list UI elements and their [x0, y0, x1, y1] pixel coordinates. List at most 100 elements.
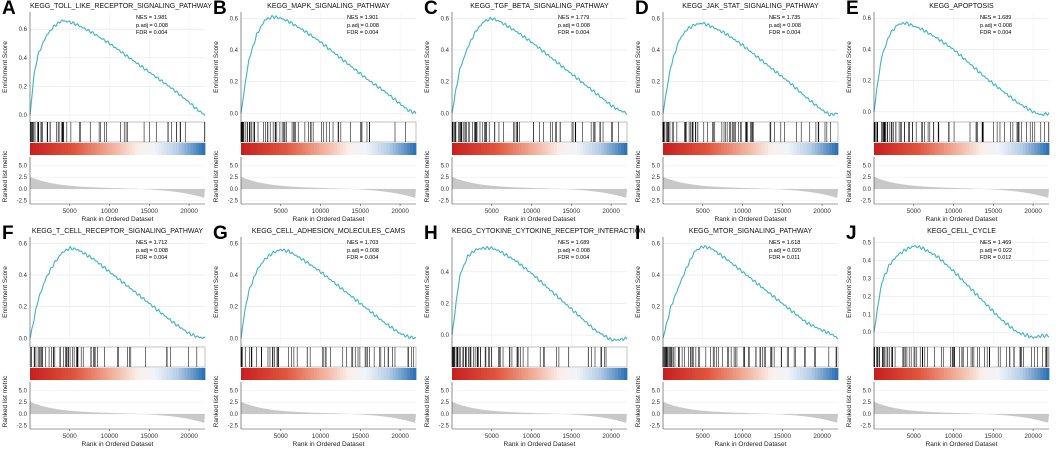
heat-segment	[894, 368, 898, 380]
heat-segment	[580, 143, 584, 155]
heat-segment	[891, 368, 895, 380]
es-tick-label: 0.2	[19, 84, 28, 90]
heat-segment	[615, 368, 619, 380]
stat-fdr: FDR = 0.004	[347, 30, 379, 36]
heat-segment	[510, 143, 514, 155]
heat-segment	[88, 368, 92, 380]
heat-segment	[351, 143, 356, 155]
x-tick-label: 5000	[907, 433, 922, 440]
heat-segment	[59, 143, 63, 155]
heat-segment	[577, 143, 581, 155]
heat-segment	[527, 143, 532, 155]
panel-letter: I	[635, 223, 641, 244]
heat-segment	[765, 368, 769, 380]
heat-segment	[498, 143, 502, 155]
stats-box: NES = 1.779 p.adj = 0.008 FDR = 0.004	[558, 15, 590, 38]
metric-tick-label: 0.0	[230, 187, 239, 193]
heat-segment	[571, 368, 575, 380]
enrichment-curve	[29, 19, 206, 116]
es-tick-label: 0.0	[652, 336, 661, 342]
heat-segment	[800, 368, 804, 380]
heat-segment	[164, 368, 168, 380]
heat-segment	[334, 368, 338, 380]
metric-tick-label: 5.0	[441, 163, 450, 169]
gsea-plot-svg: 0.0 0.2 0.4 0.6 Enrichment Score 5.0 2.5 0.0 -2.…	[2, 12, 206, 223]
heat-segment	[340, 143, 344, 155]
heat-segment	[970, 143, 974, 155]
heat-segment	[823, 368, 827, 380]
heat-segment	[79, 143, 83, 155]
stat-nes: NES = 1.689	[558, 240, 590, 246]
heat-segment	[351, 368, 356, 380]
stats-box: NES = 1.618 p.adj = 0.020 FDR = 0.011	[769, 240, 801, 263]
heat-segment	[680, 368, 684, 380]
es-tick-label: 0.6	[441, 16, 450, 22]
heat-segment	[270, 368, 274, 380]
heat-segment	[990, 143, 994, 155]
pathway-title: KEGG_CYTOKINE_CYTOKINE_RECEPTOR_INTERACT…	[452, 228, 646, 235]
heat-segment	[876, 368, 881, 380]
heat-segment	[698, 368, 702, 380]
heat-segment	[44, 143, 48, 155]
stats-box: NES = 1.901 p.adj = 0.008 FDR = 0.004	[347, 15, 379, 38]
heat-segment	[727, 143, 731, 155]
heat-segment	[360, 143, 364, 155]
x-axis-label: Rank in Ordered Dataset	[82, 216, 154, 223]
heat-segment	[565, 368, 570, 380]
heat-segment	[117, 143, 121, 155]
heat-segment	[753, 368, 757, 380]
pathway-title: KEGG_TOLL_LIKE_RECEPTOR_SIGNALING_PATHWA…	[30, 3, 212, 10]
heat-segment	[797, 143, 801, 155]
heat-segment	[941, 368, 945, 380]
heat-segment	[999, 368, 1003, 380]
heat-segment	[952, 143, 957, 155]
heat-segment	[891, 143, 895, 155]
heat-segment	[469, 143, 473, 155]
heat-segment	[313, 143, 318, 155]
heat-segment	[897, 368, 901, 380]
enrichment-curve	[240, 248, 417, 340]
heat-segment	[190, 143, 194, 155]
heat-segment	[158, 143, 162, 155]
enrichment-curve	[662, 21, 839, 117]
heat-segment	[152, 143, 156, 155]
ranked-metric-area	[874, 401, 1049, 423]
heat-segment	[571, 143, 575, 155]
heat-segment	[914, 368, 919, 380]
es-tick-label: 0.0	[230, 336, 239, 342]
heat-segment	[325, 143, 329, 155]
heat-segment	[1028, 368, 1032, 380]
heat-segment	[1016, 368, 1021, 380]
heat-segment	[829, 143, 833, 155]
stat-nes: NES = 1.618	[769, 240, 801, 246]
heat-segment	[375, 143, 379, 155]
heat-segment	[935, 143, 939, 155]
heat-segment	[964, 368, 968, 380]
heat-segment	[187, 368, 191, 380]
heat-segment	[386, 368, 391, 380]
heat-segment	[554, 143, 558, 155]
heat-segment	[460, 143, 465, 155]
stat-padj: p.adj = 0.008	[347, 22, 379, 29]
heat-segment	[800, 143, 804, 155]
heat-segment	[108, 143, 113, 155]
heat-segment	[580, 368, 584, 380]
hit-panel	[873, 346, 1050, 368]
metric-tick-label: 0.0	[230, 412, 239, 418]
heat-segment	[53, 368, 57, 380]
es-tick-label: 0.1	[863, 312, 872, 318]
heat-segment	[624, 143, 628, 155]
heat-segment	[378, 143, 382, 155]
heat-segment	[987, 368, 992, 380]
heat-segment	[410, 368, 414, 380]
x-axis-label: Rank in Ordered Dataset	[293, 441, 365, 448]
heat-segment	[313, 368, 318, 380]
enrichment-curve	[873, 21, 1050, 117]
stats-box: NES = 1.703 p.adj = 0.008 FDR = 0.004	[347, 240, 379, 263]
heat-segment	[492, 143, 497, 155]
heat-segment	[372, 368, 376, 380]
metric-tick-label: 0.0	[441, 187, 450, 193]
es-y-label: Enrichment Score	[846, 266, 853, 318]
heat-segment	[264, 368, 268, 380]
heat-segment	[85, 143, 89, 155]
